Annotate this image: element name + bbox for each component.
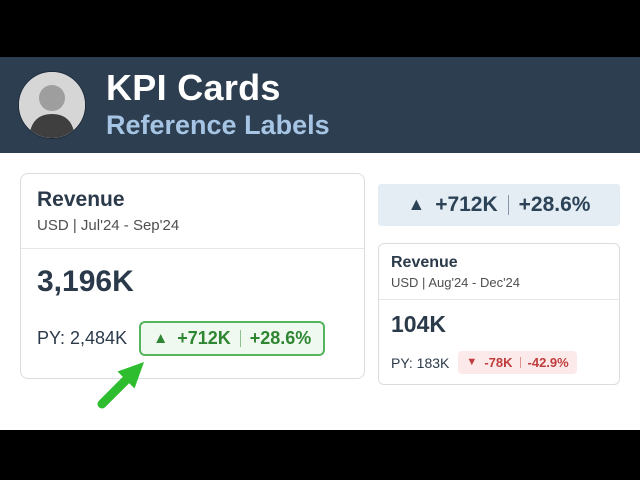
page-subtitle: Reference Labels bbox=[106, 109, 330, 140]
summary-delta-percent: +28.6% bbox=[518, 193, 591, 216]
person-silhouette-icon bbox=[19, 72, 85, 138]
prior-year-row: PY: 183K ▼ -78K -42.9% bbox=[391, 351, 607, 374]
summary-delta-separator bbox=[507, 195, 509, 215]
delta-percent: -42.9% bbox=[527, 355, 569, 370]
summary-delta-badge: ▲ +712K +28.6% bbox=[378, 184, 620, 226]
up-triangle-icon: ▲ bbox=[407, 194, 426, 215]
kpi-card-title: Revenue bbox=[37, 188, 125, 211]
kpi-card-title: Revenue bbox=[391, 254, 458, 271]
header-titles: KPI Cards Reference Labels bbox=[106, 67, 330, 141]
kpi-card-primary: Revenue USD | Jul'24 - Sep'24 3,196K PY:… bbox=[20, 173, 365, 379]
delta-value: -78K bbox=[484, 355, 513, 370]
green-arrow-annotation-icon bbox=[97, 362, 144, 409]
prior-year-label: PY: 2,484K bbox=[37, 328, 128, 348]
delta-badge-positive: ▲ +712K +28.6% bbox=[139, 321, 326, 356]
page-title: KPI Cards bbox=[106, 67, 281, 109]
prior-year-row: PY: 2,484K ▲ +712K +28.6% bbox=[37, 321, 348, 356]
delta-percent: +28.6% bbox=[249, 328, 312, 348]
prior-year-label: PY: 183K bbox=[391, 354, 450, 371]
delta-value: +712K bbox=[177, 328, 231, 348]
up-triangle-icon: ▲ bbox=[153, 329, 169, 347]
delta-separator bbox=[239, 330, 241, 347]
card-divider bbox=[21, 248, 364, 249]
delta-badge-negative: ▼ -78K -42.9% bbox=[458, 351, 577, 374]
kpi-card-subtitle: USD | Aug'24 - Dec'24 bbox=[391, 275, 521, 290]
letterbox-top bbox=[0, 0, 640, 57]
avatar bbox=[18, 71, 86, 139]
summary-delta-value: +712K bbox=[435, 193, 498, 216]
header-banner: KPI Cards Reference Labels bbox=[0, 57, 640, 153]
kpi-value: 3,196K bbox=[37, 265, 134, 298]
delta-separator bbox=[519, 357, 521, 368]
letterbox-bottom bbox=[0, 430, 640, 480]
kpi-card-secondary: Revenue USD | Aug'24 - Dec'24 104K PY: 1… bbox=[378, 243, 620, 385]
kpi-card-subtitle: USD | Jul'24 - Sep'24 bbox=[37, 217, 180, 234]
card-divider bbox=[379, 299, 619, 300]
down-triangle-icon: ▼ bbox=[466, 355, 478, 368]
kpi-value: 104K bbox=[391, 311, 446, 337]
